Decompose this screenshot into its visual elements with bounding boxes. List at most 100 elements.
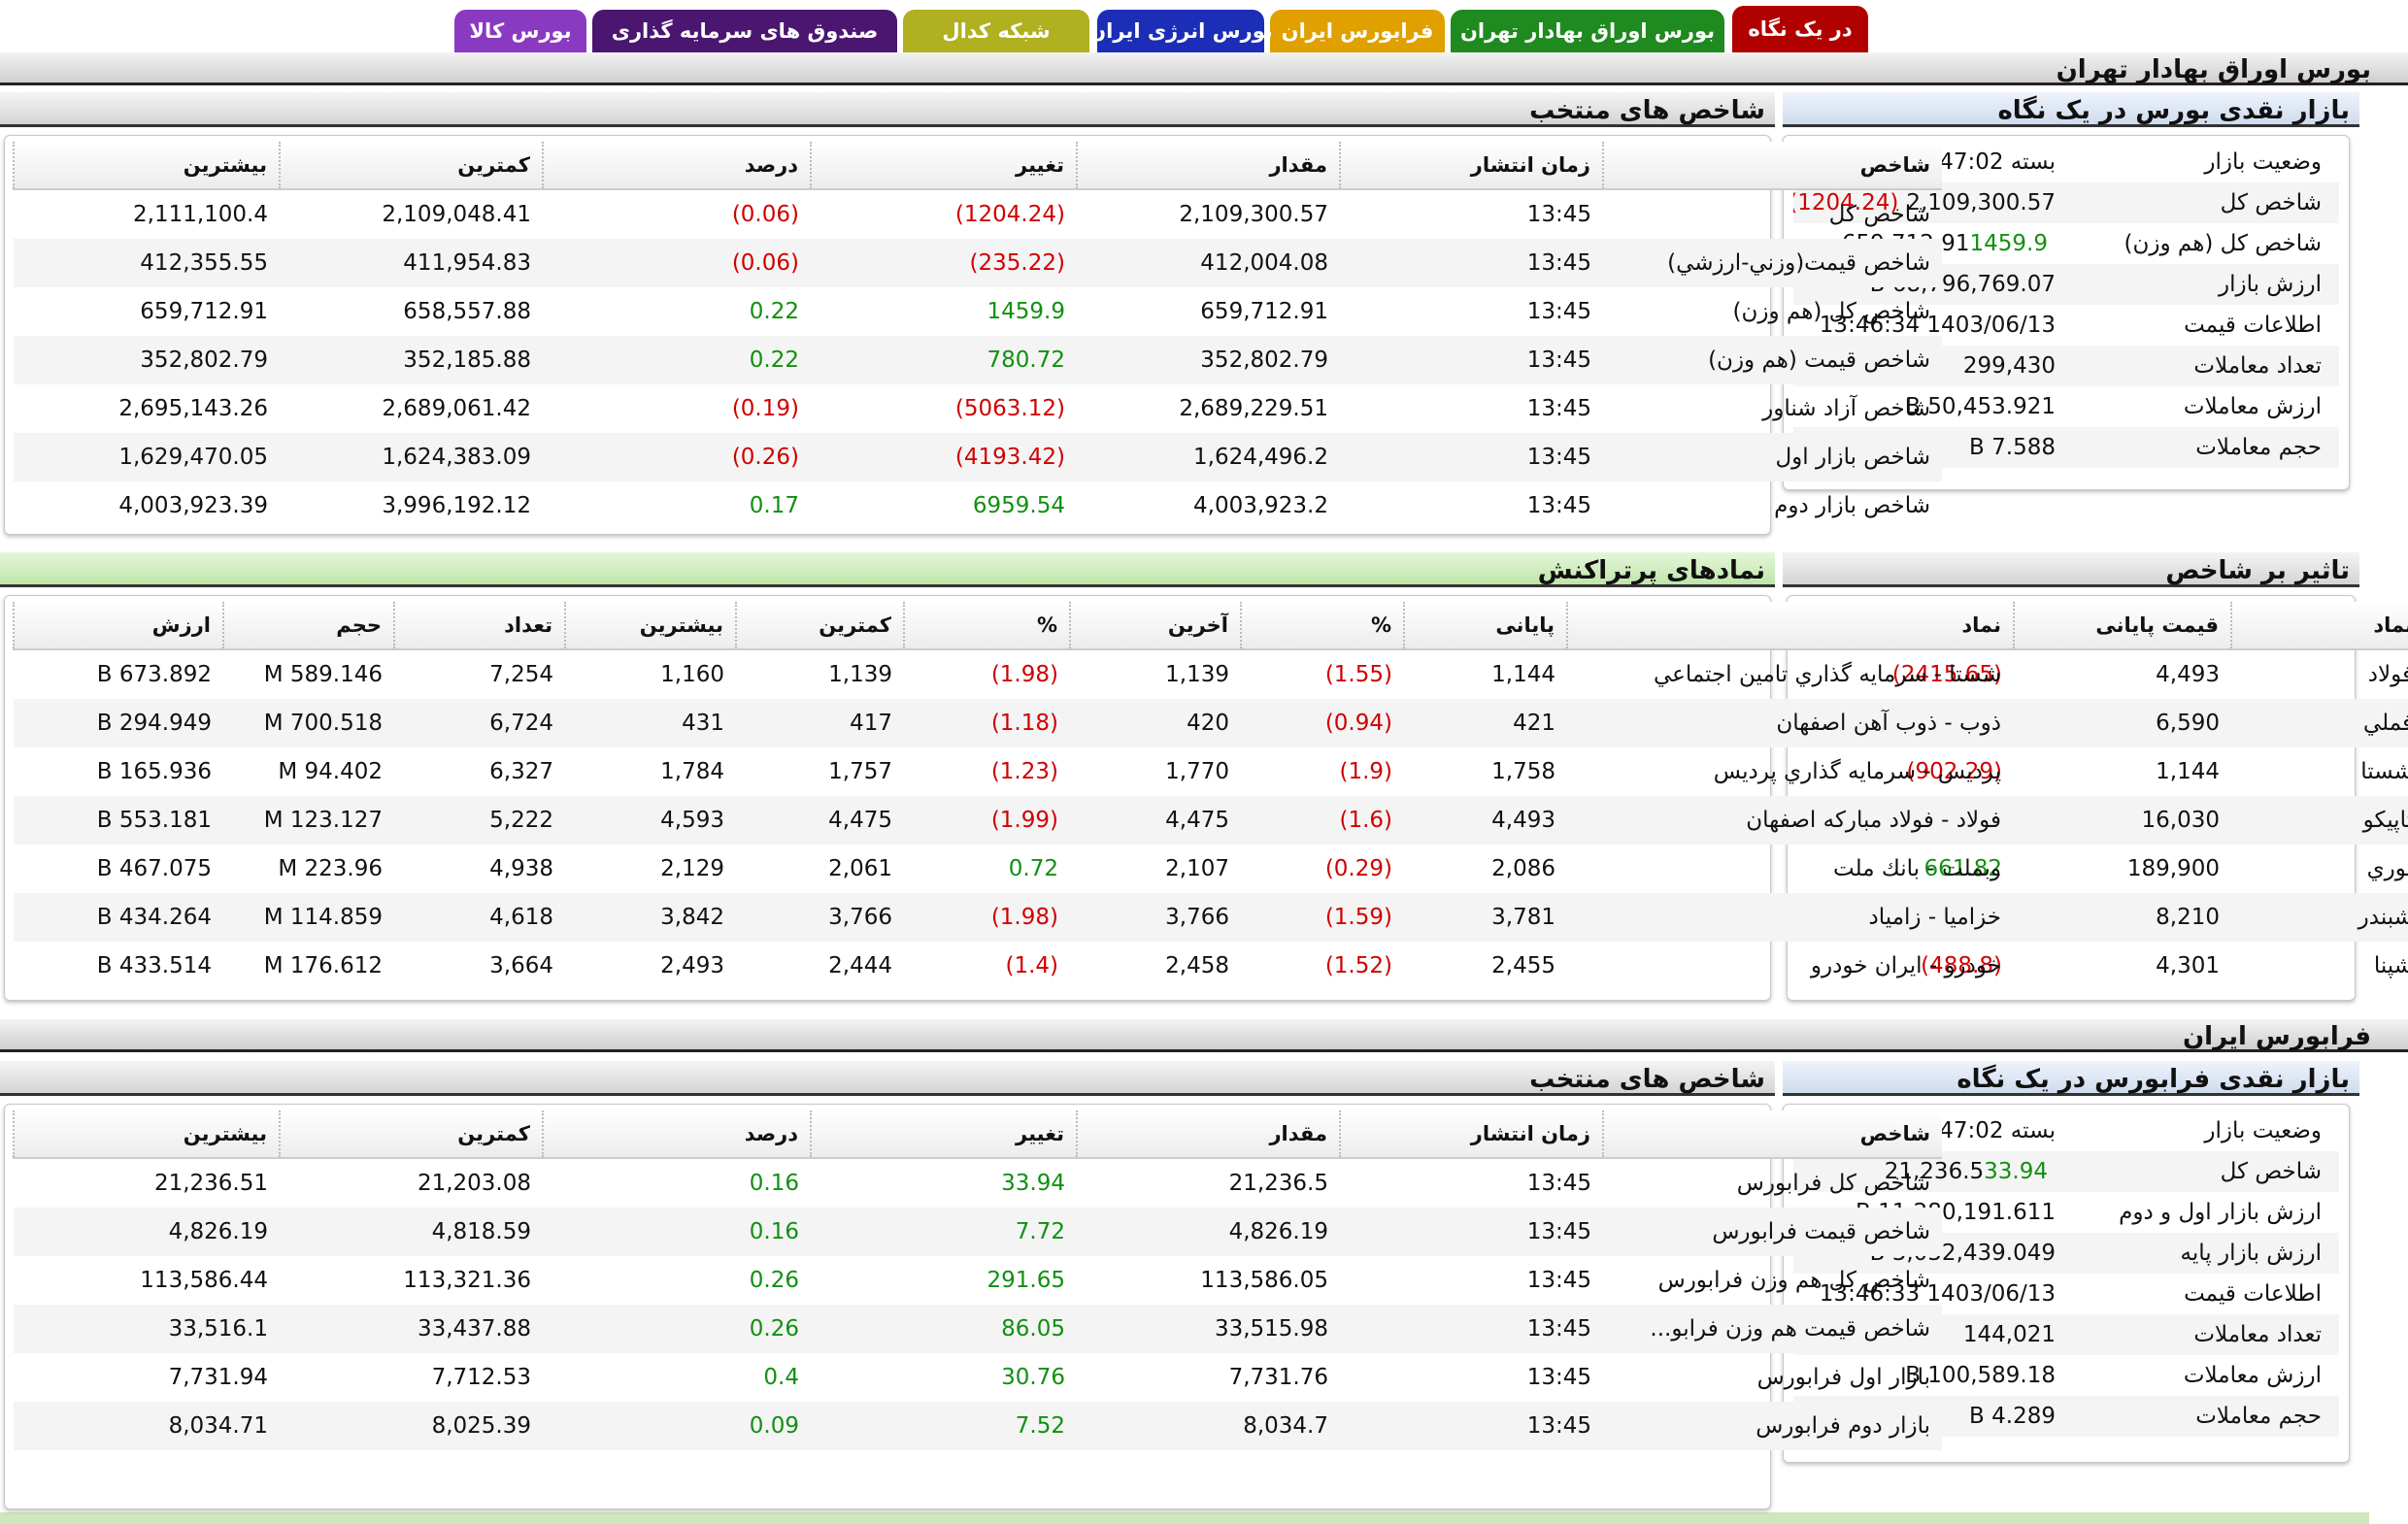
summary-value: 50,453.921 B bbox=[1905, 394, 2056, 419]
cell: شاخص قیمت (هم وزن) bbox=[1603, 336, 1942, 384]
tab[interactable]: فرابورس ایران bbox=[1270, 10, 1445, 52]
summary-change: 1459.9 bbox=[1969, 231, 2048, 256]
column-header[interactable]: مقدار bbox=[1076, 1110, 1340, 1159]
summary-value: بسته 13:47:02 bbox=[1903, 149, 2056, 175]
column-header[interactable]: کمترین bbox=[735, 602, 904, 650]
cell: 16,030 bbox=[2014, 796, 2231, 845]
column-header[interactable]: % bbox=[1240, 602, 1404, 650]
column-header[interactable]: تغییر bbox=[810, 1110, 1077, 1159]
column-header[interactable]: زمان انتشار bbox=[1339, 142, 1603, 190]
cell: بازار اول فرابورس bbox=[1756, 1365, 1930, 1390]
row: شاخص آزاد شناور 13:45 2,689,229.51 (5063.12… bbox=[14, 384, 1942, 433]
summary-label: تعداد معاملات bbox=[2067, 346, 2339, 386]
cell: شاخص کل فرابورس bbox=[1736, 1171, 1930, 1196]
cell: (1.52) bbox=[1324, 953, 1392, 978]
column-header[interactable]: کمترین bbox=[279, 142, 543, 190]
column-header[interactable]: درصد bbox=[542, 142, 811, 190]
cell: 431 bbox=[565, 699, 736, 747]
cell: 352,802.79 bbox=[1077, 336, 1340, 384]
cell: 1,757 bbox=[828, 759, 892, 784]
cell: 4,301 bbox=[2156, 953, 2220, 978]
row: شاخص کل فرابورس 13:45 21,236.5 33.94 0.16 21,… bbox=[14, 1158, 1942, 1208]
summary-value-cell: 21,236.533.94 bbox=[1793, 1151, 2067, 1192]
tab[interactable]: بورس انرژی ایران bbox=[1088, 10, 1273, 52]
cell: 13:45 bbox=[1526, 1365, 1591, 1390]
tab[interactable]: شبکه کدال bbox=[903, 10, 1089, 52]
cell: فملي bbox=[2231, 699, 2408, 747]
column-header[interactable]: کمترین bbox=[279, 1110, 543, 1159]
row: شاخص قیمت هم وزن فرابو... 13:45 33,515.98 8… bbox=[14, 1305, 1942, 1353]
cell: 589.146 M bbox=[263, 662, 383, 687]
tab[interactable]: بورس کالا bbox=[454, 10, 586, 52]
column-header[interactable]: بیشترین bbox=[564, 602, 736, 650]
cell: ذوب - ذوب آهن اصفهان bbox=[1567, 699, 2013, 747]
cell: 113,586.44 bbox=[140, 1268, 268, 1293]
column-header[interactable]: تعداد bbox=[393, 602, 565, 650]
column-header[interactable]: بیشترین bbox=[13, 142, 280, 190]
summary-value-cell: بسته 13:47:02 bbox=[1793, 142, 2067, 182]
column-header[interactable]: حجم bbox=[222, 602, 394, 650]
tab[interactable]: صندوق های سرمایه گذاری bbox=[592, 10, 897, 52]
column-header[interactable]: مقدار bbox=[1076, 142, 1340, 190]
cell: 8,034.7 bbox=[1077, 1402, 1340, 1450]
cell: 294.949 B bbox=[14, 699, 223, 747]
cell: 1,784 bbox=[660, 759, 724, 784]
tab[interactable]: در یک نگاه bbox=[1732, 6, 1868, 52]
column-header[interactable]: ارزش bbox=[13, 602, 223, 650]
panel-title: تاثیر بر شاخص bbox=[1783, 552, 2359, 587]
cell: شاخص آزاد شناور bbox=[1762, 396, 1930, 421]
cell: 7.72 bbox=[811, 1208, 1077, 1256]
cell: شاخص کل هم وزن فرابورس bbox=[1657, 1268, 1930, 1293]
cell: 659,712.91 bbox=[140, 299, 268, 324]
cell: 3,664 bbox=[489, 953, 553, 978]
column-header[interactable]: پایانی bbox=[1403, 602, 1567, 650]
summary-label: وضعیت بازار bbox=[2204, 1118, 2322, 1143]
cell: 0.26 bbox=[543, 1305, 811, 1353]
cell: (1.23) bbox=[990, 759, 1058, 784]
summary-label: وضعیت بازار bbox=[2204, 149, 2322, 175]
column-header[interactable]: زمان انتشار bbox=[1339, 1110, 1603, 1159]
summary-value-cell: 1403/06/13 13:46:33 bbox=[1793, 1274, 2067, 1314]
column-header[interactable]: نماد bbox=[2230, 602, 2408, 650]
cell: 4,003,923.2 bbox=[1193, 493, 1328, 518]
column-header[interactable]: نماد bbox=[1566, 602, 2013, 650]
cell: 412,004.08 bbox=[1077, 239, 1340, 287]
column-header[interactable]: آخرین bbox=[1069, 602, 1241, 650]
cell: 1,139 bbox=[828, 662, 892, 687]
cell: نوري bbox=[2366, 856, 2408, 881]
row: فولاد - فولاد مباركه اصفهان 4,493 (1.6) 4,4… bbox=[14, 796, 2013, 845]
cell: 2,129 bbox=[660, 856, 724, 881]
column-header[interactable]: درصد bbox=[542, 1110, 811, 1159]
panel-title: شاخص های منتخب bbox=[0, 1061, 1775, 1096]
cell: 86.05 bbox=[811, 1305, 1077, 1353]
cell: 417 bbox=[736, 699, 904, 747]
column-header[interactable]: تغییر bbox=[810, 142, 1077, 190]
cell: 33,437.88 bbox=[280, 1305, 543, 1353]
column-header[interactable]: قیمت پایانی bbox=[2013, 602, 2231, 650]
cell: 658,557.88 bbox=[403, 299, 531, 324]
cell: 4,493 bbox=[1404, 796, 1567, 845]
cell: فولاد bbox=[2367, 662, 2408, 687]
cell: شپنا bbox=[2373, 953, 2408, 978]
column-header[interactable]: شاخص bbox=[1602, 1110, 1942, 1159]
cell: 176.612 M bbox=[263, 953, 383, 978]
cell: (0.29) bbox=[1324, 856, 1392, 881]
cell: 0.16 bbox=[543, 1208, 811, 1256]
cell: 2,109,300.57 bbox=[1179, 202, 1328, 227]
cell: 13:45 bbox=[1526, 1268, 1591, 1293]
summary-label: حجم معاملات bbox=[2067, 1396, 2339, 1437]
cell: 3,842 bbox=[565, 893, 736, 942]
summary-value: 1403/06/13 13:46:34 bbox=[1819, 313, 2056, 338]
cell: 13:45 bbox=[1340, 239, 1603, 287]
column-header[interactable]: % bbox=[903, 602, 1070, 650]
cell: 1,144 bbox=[1491, 662, 1555, 687]
column-header[interactable]: شاخص bbox=[1602, 142, 1942, 190]
tab[interactable]: بورس اوراق بهادار تهران bbox=[1451, 10, 1724, 52]
cell: 2,109,048.41 bbox=[382, 202, 531, 227]
summary-label: ارزش بازار اول و دوم bbox=[2119, 1200, 2322, 1225]
column-header[interactable]: بیشترین bbox=[13, 1110, 280, 1159]
panel: شاخص زمان انتشار مقدار تغییر درصد کمترین بیشتر… bbox=[4, 135, 1942, 535]
summary-label: شاخص کل bbox=[2067, 1151, 2339, 1192]
cell: شاخص کل (هم وزن) bbox=[1732, 299, 1930, 324]
